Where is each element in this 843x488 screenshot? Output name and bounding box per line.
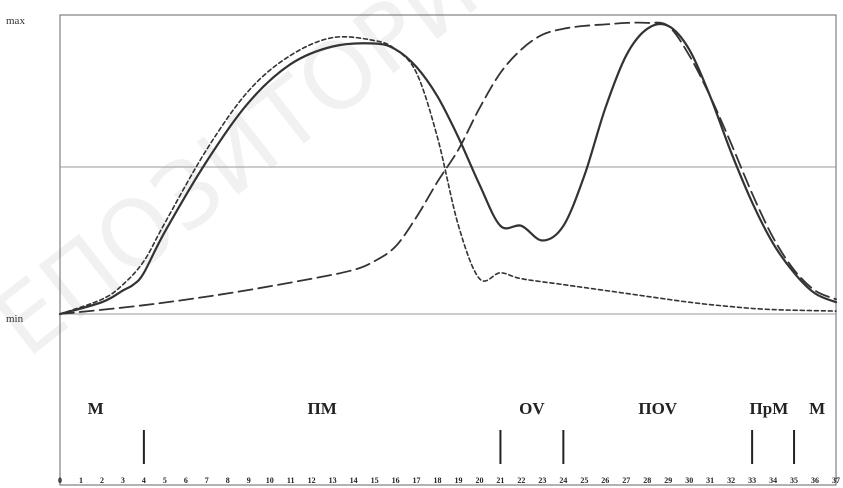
phase-label: M bbox=[88, 399, 104, 418]
x-tick-label: 2 bbox=[100, 476, 104, 485]
x-tick-label: 34 bbox=[769, 476, 777, 485]
x-tick-label: 36 bbox=[811, 476, 819, 485]
x-tick-label: 9 bbox=[247, 476, 251, 485]
phase-label: M bbox=[809, 399, 825, 418]
x-tick-label: 28 bbox=[643, 476, 651, 485]
phase-label: ПОV bbox=[638, 399, 677, 418]
y-label-min: min bbox=[6, 313, 24, 325]
x-tick-label: 20 bbox=[475, 476, 483, 485]
x-tick-label: 5 bbox=[163, 476, 167, 485]
x-tick-label: 24 bbox=[559, 476, 567, 485]
x-tick-label: 3 bbox=[121, 476, 125, 485]
x-tick-label: 29 bbox=[664, 476, 672, 485]
phase-label: ПМ bbox=[308, 399, 337, 418]
x-tick-label: 22 bbox=[517, 476, 525, 485]
x-tick-label: 8 bbox=[226, 476, 230, 485]
x-tick-label: 15 bbox=[371, 476, 379, 485]
x-tick-label: 33 bbox=[748, 476, 756, 485]
x-tick-label: 30 bbox=[685, 476, 693, 485]
x-tick-label: 18 bbox=[434, 476, 442, 485]
x-tick-label: 37 bbox=[832, 476, 840, 485]
x-tick-label: 4 bbox=[142, 476, 146, 485]
x-tick-label: 11 bbox=[287, 476, 295, 485]
x-tick-label: 32 bbox=[727, 476, 735, 485]
svg-text:ЕПОЗИТОРИ: ЕПОЗИТОРИ bbox=[0, 0, 498, 377]
x-tick-label: 31 bbox=[706, 476, 714, 485]
x-tick-label: 0 bbox=[58, 476, 62, 485]
x-tick-label: 14 bbox=[350, 476, 358, 485]
x-tick-label: 21 bbox=[496, 476, 504, 485]
x-tick-label: 16 bbox=[392, 476, 400, 485]
x-tick-label: 10 bbox=[266, 476, 274, 485]
phase-label: OV bbox=[519, 399, 545, 418]
phase-label: ПрМ bbox=[750, 399, 789, 418]
x-tick-label: 25 bbox=[580, 476, 588, 485]
x-tick-label: 12 bbox=[308, 476, 316, 485]
watermark: ЕПОЗИТОРИ bbox=[0, 0, 498, 377]
x-tick-label: 7 bbox=[205, 476, 209, 485]
x-tick-label: 27 bbox=[622, 476, 630, 485]
x-tick-label: 13 bbox=[329, 476, 337, 485]
x-tick-label: 17 bbox=[413, 476, 421, 485]
x-tick-label: 35 bbox=[790, 476, 798, 485]
x-tick-label: 1 bbox=[79, 476, 83, 485]
x-tick-label: 26 bbox=[601, 476, 609, 485]
x-tick-label: 19 bbox=[454, 476, 462, 485]
y-label-max: max bbox=[6, 15, 25, 27]
x-tick-label: 23 bbox=[538, 476, 546, 485]
x-tick-label: 6 bbox=[184, 476, 188, 485]
